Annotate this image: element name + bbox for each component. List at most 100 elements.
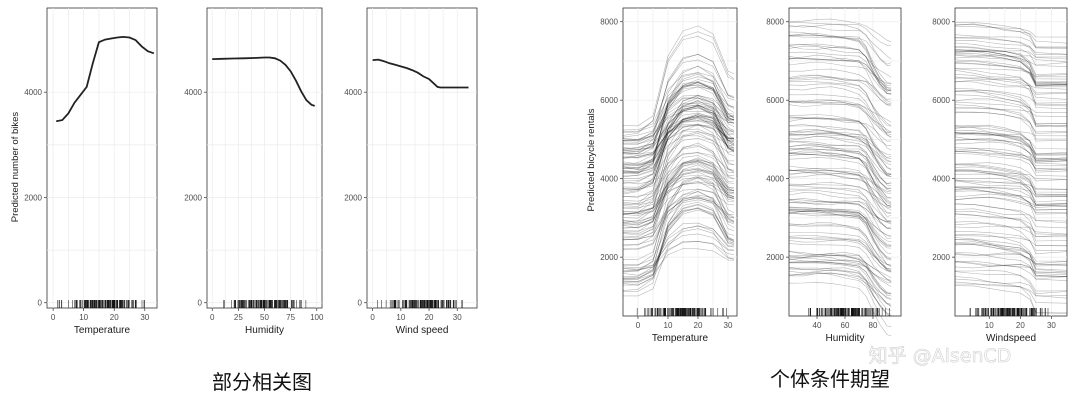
ice-curve — [788, 141, 892, 189]
ice-y-axis-label: Predicted bicycle rentals — [586, 108, 597, 211]
ice-curve — [788, 54, 892, 91]
ice-curve — [622, 209, 735, 279]
ice-curve — [789, 201, 892, 230]
ice-curve — [954, 37, 1067, 55]
ice-curve — [954, 260, 1068, 276]
x-axis-label: Windspeed — [986, 333, 1036, 344]
ice-curve — [954, 54, 1068, 86]
ice-curve — [622, 168, 735, 228]
ice-curve — [622, 104, 735, 207]
y-tick-label: 2000 — [184, 193, 202, 202]
ice-curve — [622, 155, 735, 226]
ice-curve — [954, 42, 1068, 67]
y-tick-label: 6000 — [932, 96, 950, 105]
ice-curve — [622, 116, 735, 180]
ice-curve — [622, 79, 735, 159]
ice-curve — [954, 23, 1068, 44]
x-axis-label: Humidity — [826, 333, 865, 344]
ice-curve — [788, 99, 892, 123]
ice-curve — [954, 69, 1068, 107]
x-tick-label: 0 — [210, 313, 215, 322]
ice-curve — [622, 222, 735, 276]
ice-curve — [788, 154, 892, 190]
ice-curve — [954, 112, 1068, 133]
ice-curve — [622, 115, 735, 169]
ice-curve — [623, 174, 735, 209]
ice-curve — [622, 146, 735, 202]
ice-curve — [788, 34, 892, 84]
x-tick-label: 10 — [664, 321, 673, 330]
ice-curve — [954, 231, 1068, 251]
ice-curve — [622, 152, 735, 205]
ice-curve — [788, 150, 892, 207]
ice-curve — [954, 187, 1068, 215]
x-tick-label: 0 — [636, 321, 641, 330]
ice-curve — [788, 254, 892, 295]
ice-curve — [622, 84, 735, 154]
ice-curve — [954, 252, 1068, 281]
ice-curve — [622, 228, 735, 270]
ice-curve — [954, 54, 1068, 66]
ice-curve — [788, 136, 892, 163]
ice-curve — [622, 207, 735, 286]
ice-curve — [954, 104, 1068, 140]
ice-curve — [954, 107, 1068, 117]
ice-curve — [622, 160, 735, 240]
ice-curve — [788, 261, 892, 284]
ice-curve — [788, 25, 892, 65]
ice-curve — [954, 101, 1068, 127]
ice-curve — [788, 188, 892, 222]
ice-curve — [954, 48, 1068, 75]
ice-curve — [622, 104, 735, 145]
ice-curve — [954, 170, 1068, 206]
ice-curve — [954, 111, 1068, 142]
ice-curve — [788, 271, 892, 327]
ice-curve — [788, 206, 892, 242]
ice-curve — [622, 123, 735, 177]
ice-curve — [954, 150, 1068, 170]
ice-curve — [954, 177, 1068, 203]
ice-curve — [788, 268, 892, 315]
ice-curve — [954, 196, 1068, 208]
y-tick-label: 6000 — [766, 96, 784, 105]
ice-curve — [954, 180, 1068, 190]
ice-curve — [954, 88, 1067, 124]
ice-curve — [622, 157, 735, 232]
ice-curve — [954, 179, 1068, 198]
ice-curve — [622, 114, 735, 195]
ice-curve — [788, 207, 892, 255]
y-tick-label: 2000 — [344, 193, 362, 202]
ice-curve — [788, 147, 892, 184]
ice-curve — [622, 117, 735, 219]
y-tick-label: 2000 — [766, 253, 784, 262]
x-tick-label: 75 — [286, 313, 295, 322]
ice-curve — [954, 46, 1067, 82]
ice-curve — [788, 133, 892, 178]
ice-curve — [788, 183, 892, 208]
ice-curve — [623, 95, 735, 145]
plot-frame — [954, 7, 1068, 317]
ice-curve — [954, 153, 1068, 177]
ice-curve — [622, 160, 735, 206]
panel-ice-6: 10 20 30 2000 4000 6000 8000 Windspeed — [932, 7, 1068, 344]
ice-curve — [788, 209, 892, 265]
ice-curve — [788, 251, 892, 294]
ice-curve — [954, 243, 1068, 262]
ice-curve — [788, 282, 892, 337]
ice-curve — [789, 267, 892, 317]
ice-curve — [789, 262, 892, 311]
ice-curve — [954, 98, 1068, 113]
ice-curve — [954, 244, 1068, 266]
ice-curve — [954, 269, 1068, 295]
ice-curve — [788, 31, 892, 86]
ice-curve — [622, 161, 735, 229]
ice-curve — [788, 57, 892, 84]
ice-curve — [954, 59, 1067, 88]
ice-curve — [788, 211, 892, 247]
ice-curve — [788, 151, 892, 205]
ice-curve — [788, 200, 892, 236]
x-tick-label: 20 — [694, 321, 703, 330]
y-tick-label: 8000 — [600, 18, 618, 27]
y-tick-label: 0 — [38, 299, 43, 308]
